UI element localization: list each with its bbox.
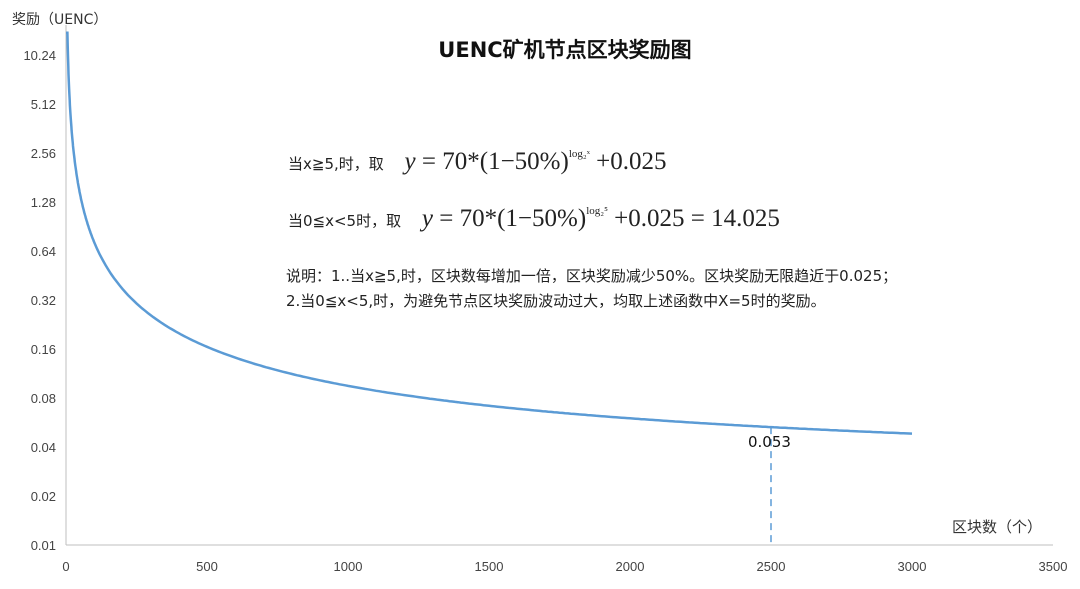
y-tick-label: 0.32 xyxy=(31,293,56,308)
formula-2-tail: +0.025 = 14.025 xyxy=(607,205,780,232)
y-tick-label: 1.28 xyxy=(31,195,56,210)
x-tick-label: 3500 xyxy=(1039,559,1068,574)
notes: 说明：1..当x≧5,时，区块数每增加一倍，区块奖励减少50%。区块奖励无限趋近… xyxy=(286,264,986,314)
formula-2-y: y xyxy=(421,205,433,232)
formula-1-exponent: log₂ˣ xyxy=(568,148,590,160)
x-tick-label: 1000 xyxy=(334,559,363,574)
y-tick-label: 10.24 xyxy=(23,48,56,63)
note-2: 2.当0≦x<5,时，为避免节点区块奖励波动过大，均取上述函数中X=5时的奖励。 xyxy=(286,292,826,310)
formula-2: 当0≦x<5时，取 y = 70*(1−50%)log₂⁵ +0.025 = 1… xyxy=(288,205,780,233)
x-tick-label: 1500 xyxy=(475,559,504,574)
x-tick-label: 0 xyxy=(62,559,69,574)
x-tick-label: 500 xyxy=(196,559,218,574)
y-tick-label: 2.56 xyxy=(31,146,56,161)
chart-title: UENC矿机节点区块奖励图 xyxy=(438,38,692,62)
y-tick-label: 0.01 xyxy=(31,538,56,553)
formula-2-condition: 当0≦x<5时，取 xyxy=(288,212,402,230)
x-tick-label: 2000 xyxy=(616,559,645,574)
reward-curve xyxy=(66,31,913,435)
formula-1-tail: +0.025 xyxy=(589,148,667,175)
formula-2-exponent: log₂⁵ xyxy=(586,205,608,217)
y-tick-label: 0.08 xyxy=(31,391,56,406)
formula-2-body: = 70*(1−50%) xyxy=(433,205,587,232)
y-tick-label: 0.16 xyxy=(31,342,56,357)
y-tick-label: 0.02 xyxy=(31,489,56,504)
note-1: 说明：1..当x≧5,时，区块数每增加一倍，区块奖励减少50%。区块奖励无限趋近… xyxy=(286,267,898,285)
x-tick-label: 2500 xyxy=(757,559,786,574)
formula-1-body: = 70*(1−50%) xyxy=(415,148,569,175)
y-axis-label: 奖励（UENC） xyxy=(12,12,108,28)
y-tick-label: 0.64 xyxy=(31,244,56,259)
formula-1: 当x≧5,时，取 y = 70*(1−50%)log₂ˣ +0.025 xyxy=(288,148,667,176)
x-tick-label: 3000 xyxy=(898,559,927,574)
y-tick-label: 5.12 xyxy=(31,97,56,112)
formula-1-y: y xyxy=(404,148,416,175)
annotation-label: 0.053 xyxy=(748,433,791,451)
formula-1-condition: 当x≧5,时，取 xyxy=(288,155,384,173)
x-axis-label: 区块数（个） xyxy=(952,518,1043,536)
y-tick-label: 0.04 xyxy=(31,440,56,455)
